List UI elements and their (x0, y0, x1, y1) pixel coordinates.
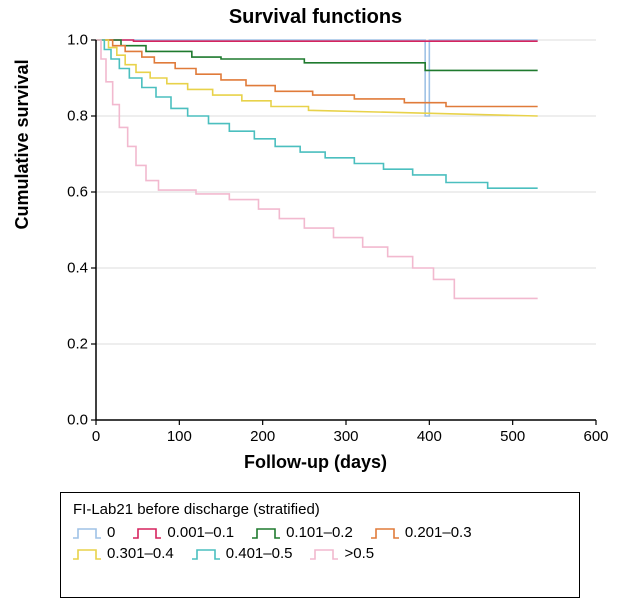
legend-item-label: >0.5 (344, 545, 374, 562)
legend: FI-Lab21 before discharge (stratified) 0… (60, 492, 580, 598)
y-tick-label: 0.6 (56, 184, 88, 201)
x-tick-label: 0 (92, 428, 100, 445)
legend-item: 0.301–0.4 (73, 545, 174, 562)
legend-swatch-icon (73, 526, 101, 540)
y-axis-label: Cumulative survival (12, 59, 33, 229)
chart-title: Survival functions (0, 6, 631, 29)
legend-item: 0.201–0.3 (371, 524, 472, 541)
legend-swatch-icon (192, 547, 220, 561)
legend-row: 0.301–0.4 0.401–0.5 >0.5 (73, 545, 567, 562)
legend-rows: 0 0.001–0.1 0.101–0.2 0.201–0.3 0.301–0.4 0.4… (73, 524, 567, 562)
x-axis-label: Follow-up (days) (0, 452, 631, 473)
y-tick-label: 0.4 (56, 260, 88, 277)
legend-item: 0.101–0.2 (252, 524, 353, 541)
y-tick-label: 0.2 (56, 336, 88, 353)
legend-item-label: 0.001–0.1 (167, 524, 234, 541)
plot-area (96, 40, 596, 420)
y-tick-label: 0.0 (56, 412, 88, 429)
legend-item: 0 (73, 524, 115, 541)
legend-swatch-icon (252, 526, 280, 540)
legend-row: 0 0.001–0.1 0.101–0.2 0.201–0.3 (73, 524, 567, 541)
legend-swatch-icon (371, 526, 399, 540)
legend-swatch-icon (310, 547, 338, 561)
legend-item-label: 0.201–0.3 (405, 524, 472, 541)
x-tick-label: 500 (500, 428, 525, 445)
legend-item: >0.5 (310, 545, 374, 562)
x-tick-label: 300 (333, 428, 358, 445)
legend-swatch-icon (133, 526, 161, 540)
y-tick-label: 0.8 (56, 108, 88, 125)
legend-swatch-icon (73, 547, 101, 561)
legend-item-label: 0.401–0.5 (226, 545, 293, 562)
legend-item-label: 0.301–0.4 (107, 545, 174, 562)
legend-item: 0.401–0.5 (192, 545, 293, 562)
plot-svg (96, 40, 596, 420)
legend-title: FI-Lab21 before discharge (stratified) (73, 501, 567, 518)
legend-item-label: 0 (107, 524, 115, 541)
legend-item-label: 0.101–0.2 (286, 524, 353, 541)
y-tick-label: 1.0 (56, 32, 88, 49)
x-tick-label: 400 (417, 428, 442, 445)
chart-container: Survival functions Cumulative survival F… (0, 0, 631, 616)
x-tick-label: 100 (167, 428, 192, 445)
x-tick-label: 600 (583, 428, 608, 445)
legend-item: 0.001–0.1 (133, 524, 234, 541)
x-tick-label: 200 (250, 428, 275, 445)
